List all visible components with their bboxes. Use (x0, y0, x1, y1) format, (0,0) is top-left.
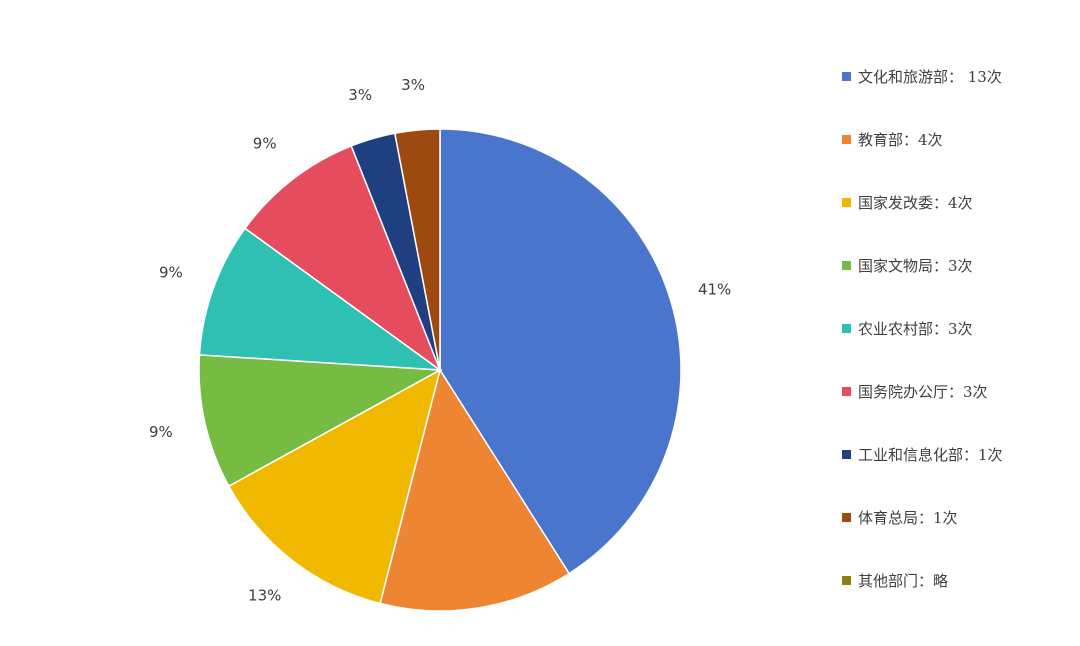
pie-slice-2 (227, 368, 442, 605)
pie-slice-3 (198, 354, 443, 488)
pie-slice-1 (379, 368, 571, 612)
legend-swatch-2 (842, 197, 851, 207)
pie-label-1: 13% (468, 643, 501, 646)
legend-label-0: 文化和旅游部： 13次 (858, 67, 1002, 86)
pie-label-2: 13% (248, 586, 281, 604)
pie-slice-5 (243, 144, 442, 373)
legend-item-2: 国家发改委：4次 (842, 190, 973, 214)
legend-label-5: 国务院办公厅：3次 (858, 382, 988, 401)
pie-slices (198, 128, 682, 612)
legend-label-7: 体育总局：1次 (858, 508, 958, 527)
legend-label-6: 工业和信息化部：1次 (858, 445, 1003, 464)
legend-swatch-0 (842, 71, 851, 81)
legend-label-8: 其他部门：略 (858, 571, 949, 590)
pie-slice-7 (393, 128, 441, 371)
pie-label-0: 41% (698, 281, 731, 299)
legend-label-4: 农业农村部：3次 (858, 319, 973, 338)
legend-swatch-3 (842, 260, 851, 270)
legend-item-7: 体育总局：1次 (842, 505, 958, 529)
pie-label-6: 3% (348, 86, 372, 104)
pie-label-3: 9% (149, 423, 173, 441)
legend-swatch-6 (842, 449, 851, 459)
pie-slice-0 (439, 128, 682, 575)
legend-swatch-4 (842, 323, 851, 333)
pie-slice-4 (198, 227, 443, 371)
legend-swatch-5 (842, 386, 851, 396)
pie-label-7: 3% (401, 76, 425, 94)
pie-percent-labels: 41% 13% 13% 9% 9% 9% 3% 3% (149, 76, 731, 646)
pie-label-5: 9% (253, 135, 277, 153)
legend-item-1: 教育部：4次 (842, 127, 943, 151)
legend-item-6: 工业和信息化部：1次 (842, 442, 1003, 466)
legend-item-0: 文化和旅游部： 13次 (842, 64, 1002, 88)
legend-label-3: 国家文物局：3次 (858, 256, 973, 275)
legend-label-1: 教育部：4次 (858, 130, 943, 149)
legend-item-3: 国家文物局：3次 (842, 253, 973, 277)
legend-label-2: 国家发改委：4次 (858, 193, 973, 212)
legend-swatch-8 (842, 575, 851, 585)
legend-item-5: 国务院办公厅：3次 (842, 379, 988, 403)
legend-item-8: 其他部门：略 (842, 568, 948, 592)
legend-swatch-1 (842, 134, 851, 144)
pie-label-4: 9% (159, 264, 183, 282)
legend-item-4: 农业农村部：3次 (842, 316, 973, 340)
legend-swatch-7 (842, 512, 851, 522)
